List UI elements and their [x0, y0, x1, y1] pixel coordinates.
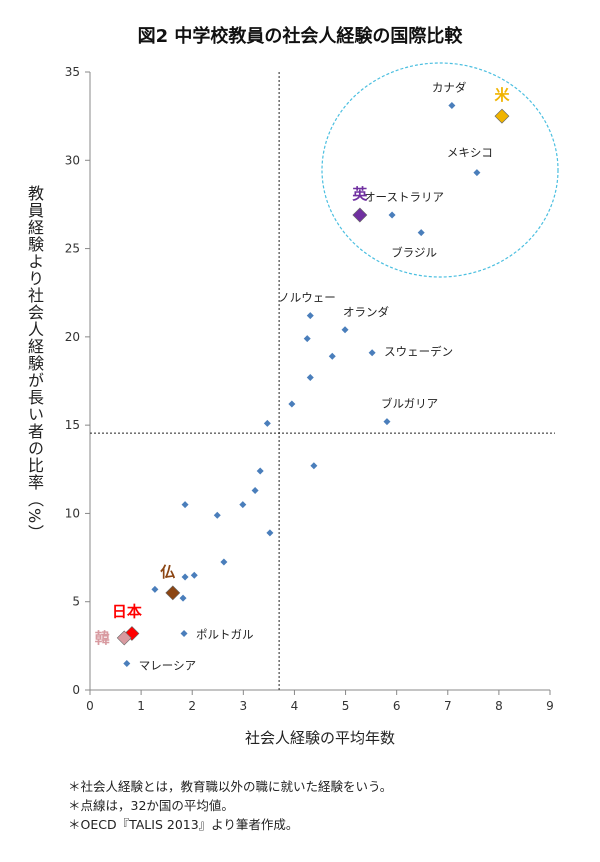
data-point: [494, 108, 510, 124]
x-tick-label: 6: [393, 699, 401, 713]
data-point: [165, 585, 181, 601]
data-point: [180, 629, 188, 637]
data-point: [266, 529, 274, 537]
y-tick-label: 20: [65, 330, 80, 344]
point-label: 英: [352, 185, 368, 203]
data-point: [181, 573, 189, 581]
y-tick-label: 30: [65, 153, 80, 167]
data-point: [220, 558, 228, 566]
y-tick-label: 25: [65, 242, 80, 256]
data-point: [306, 373, 314, 381]
data-point: [328, 352, 336, 360]
y-tick-label: 5: [72, 595, 80, 609]
data-point: [251, 486, 259, 494]
x-axis-label: 社会人経験の平均年数: [244, 729, 395, 747]
data-point: [341, 326, 349, 334]
y-tick-label: 10: [65, 506, 80, 520]
point-label: ノルウェー: [278, 291, 336, 305]
x-tick-label: 2: [188, 699, 196, 713]
point-label: 仏: [160, 563, 175, 581]
x-tick-label: 1: [137, 699, 145, 713]
point-label: ブルガリア: [381, 397, 438, 411]
x-tick-label: 9: [546, 699, 554, 713]
highlight-ellipse: [321, 62, 559, 278]
point-label: オーストラリア: [364, 190, 444, 204]
point-label: ポルトガル: [196, 627, 254, 641]
data-point: [239, 501, 247, 509]
y-tick-label: 0: [72, 683, 80, 697]
data-point: [181, 501, 189, 509]
data-point: [288, 400, 296, 408]
data-point: [388, 211, 396, 219]
x-tick-label: 4: [291, 699, 299, 713]
footnote: ＊社会人経験とは，教育職以外の職に就いた経験をいう。: [68, 779, 393, 794]
data-point: [151, 585, 159, 593]
point-label: マレーシア: [139, 659, 196, 673]
y-tick-label: 15: [65, 418, 80, 432]
x-tick-label: 5: [342, 699, 350, 713]
point-label: 日本: [112, 602, 142, 620]
data-point: [368, 349, 376, 357]
point-label: 韓: [95, 629, 110, 647]
footnote: ＊OECD『TALIS 2013』より筆者作成。: [68, 817, 299, 832]
y-axis-label: 教員経験より社会人経験が長い者の比率（%）: [25, 185, 44, 542]
data-point: [263, 419, 271, 427]
data-point: [306, 312, 314, 320]
data-point: [213, 511, 221, 519]
x-tick-label: 0: [86, 699, 94, 713]
point-label: メキシコ: [447, 146, 493, 160]
point-label: オランダ: [343, 305, 389, 319]
x-tick-label: 3: [240, 699, 248, 713]
data-point: [256, 467, 264, 475]
data-point: [303, 335, 311, 343]
data-point: [448, 102, 456, 110]
data-point: [123, 660, 131, 668]
point-label: ブラジル: [391, 246, 437, 260]
footnote: ＊点線は，32か国の平均値。: [68, 798, 234, 813]
data-point: [352, 207, 368, 223]
point-label: スウェーデン: [384, 345, 453, 359]
data-point: [190, 571, 198, 579]
data-point: [310, 462, 318, 470]
data-point: [179, 594, 187, 602]
point-label: カナダ: [432, 81, 467, 95]
point-label: 米: [494, 86, 510, 104]
data-point: [417, 229, 425, 237]
x-tick-label: 7: [444, 699, 452, 713]
data-point: [473, 169, 481, 177]
x-tick-label: 8: [495, 699, 503, 713]
chart-title: 図2 中学校教員の社会人経験の国際比較: [137, 26, 463, 47]
data-point: [116, 630, 132, 646]
y-tick-label: 35: [65, 65, 80, 79]
data-point: [383, 418, 391, 426]
